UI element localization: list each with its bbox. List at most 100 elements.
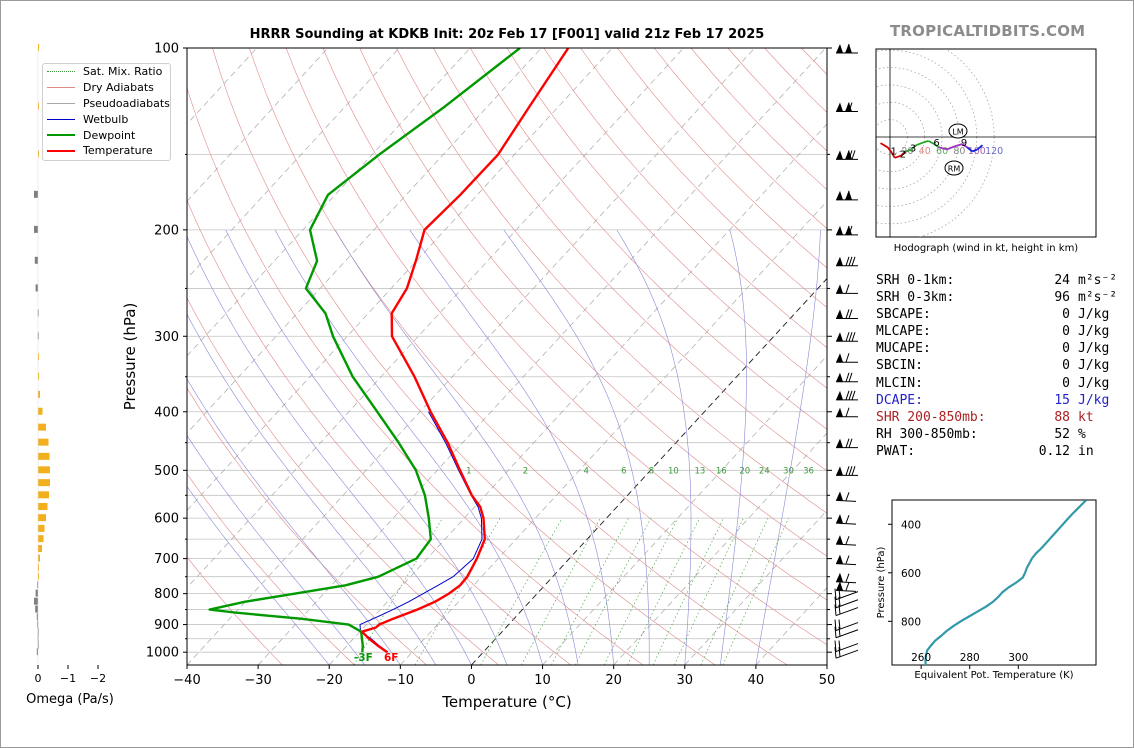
mixing-ratio-line <box>627 518 700 665</box>
hodograph-height-label: 2 <box>900 150 906 161</box>
wind-barb <box>834 626 859 639</box>
wind-barb <box>835 514 857 525</box>
hodograph-trace-segment <box>905 148 912 153</box>
x-tick-label: 50 <box>819 673 836 688</box>
hodograph-trace-segment <box>900 150 907 157</box>
parameter-unit: J/kg <box>1078 324 1110 340</box>
wind-barb <box>834 604 859 617</box>
dry-adiabat-line <box>469 48 827 430</box>
omega-bar <box>38 524 45 532</box>
omega-bar <box>38 423 46 431</box>
legend-label: Wetbulb <box>83 112 129 126</box>
mixing-ratio-line <box>722 518 789 665</box>
theta-e-x-axis-label: Equivalent Pot. Temperature (K) <box>914 670 1073 681</box>
hodograph-ring-label: 80 <box>953 146 965 157</box>
parameter-row: MLCIN: 0 J/kg <box>876 375 1117 392</box>
omega-x-tick-label: 0 <box>35 672 42 685</box>
omega-bar <box>38 479 50 487</box>
hodograph-ring-label: 100 <box>968 146 986 157</box>
parameter-label: DCAPE: <box>876 392 923 408</box>
hodograph-trace-segment <box>886 146 893 154</box>
wind-barb <box>836 102 858 113</box>
y-tick-label: 1000 <box>146 646 179 661</box>
y-tick-label: 500 <box>154 464 179 479</box>
dry-adiabat-line <box>187 199 571 665</box>
y-tick-label: 700 <box>154 552 179 567</box>
chart-title: HRRR Sounding at KDKB Init: 20z Feb 17 [… <box>249 27 765 42</box>
hodograph-trace-segment <box>890 152 896 159</box>
theta-e-frame <box>891 499 1097 666</box>
legend-entry: Temperature <box>43 143 170 159</box>
parameter-label: MLCIN: <box>876 375 923 391</box>
hodograph-height-label: 1 <box>891 147 897 158</box>
omega-bar <box>38 390 40 398</box>
dry-adiabat-line <box>187 473 355 665</box>
parameter-unit: kt <box>1078 409 1094 425</box>
mixing-ratio-label: 2 <box>523 467 528 477</box>
parameter-row: MUCAPE: 0 J/kg <box>876 340 1117 357</box>
theta-e-contents <box>924 500 1088 665</box>
legend-entry: Dewpoint <box>43 127 170 143</box>
pseudoadiabat-line <box>225 229 508 665</box>
dry-adiabat-line <box>212 48 716 665</box>
hodograph-trace-segment <box>880 142 889 149</box>
hodograph-trace-segment <box>966 146 973 153</box>
hodograph-trace-segment <box>946 145 956 151</box>
parameter-label: SBCAPE: <box>876 307 931 323</box>
mixing-ratio-line <box>652 518 724 665</box>
wind-barb <box>836 190 858 201</box>
x-tick-label: −30 <box>244 673 271 688</box>
y-tick-label: 400 <box>154 405 179 420</box>
hodograph-contents: 2040608010012012369LMRM <box>876 49 1096 237</box>
hodograph-trace-segment <box>934 143 940 149</box>
omega-bar <box>37 641 39 649</box>
pseudoadiabat-line <box>274 229 543 665</box>
parameter-row: SRH 0-3km: 96 m²s⁻² <box>876 289 1117 306</box>
omega-axis-label: Omega (Pa/s) <box>26 692 114 707</box>
x-tick-label: 40 <box>748 673 765 688</box>
omega-bar <box>35 605 38 613</box>
mixing-ratio-label: 4 <box>584 467 589 477</box>
dry-adiabat-line <box>543 48 827 349</box>
y-tick-label: 800 <box>154 587 179 602</box>
wind-barb <box>834 647 859 659</box>
hodograph-trace-segment <box>928 140 935 145</box>
parameter-label: SBCIN: <box>876 358 923 374</box>
parameter-row: SHR 200-850mb: 88 kt <box>876 409 1117 426</box>
wind-barb <box>836 225 858 236</box>
omega-bar <box>36 613 38 621</box>
wind-barb <box>836 150 858 160</box>
omega-bar <box>38 514 46 522</box>
legend-label: Temperature <box>83 144 153 158</box>
hodograph-panel: 2040608010012012369LMRMHodograph (wind i… <box>875 48 1097 254</box>
wind-barb <box>836 332 858 342</box>
theta-e-x-tick-label: 280 <box>960 652 980 664</box>
hodograph-trace-segment <box>938 146 948 151</box>
omega-bar <box>38 44 39 51</box>
omega-bar <box>38 502 48 510</box>
theta-e-y-tick-label: 800 <box>901 616 921 628</box>
wind-barb <box>835 572 857 584</box>
parameter-label: SRH 0-1km: <box>876 273 955 288</box>
hodograph-trace-segment <box>971 148 978 153</box>
wind-barb <box>836 407 858 418</box>
hodograph-height-label: 9 <box>961 138 967 149</box>
mixing-ratio-line <box>414 518 501 665</box>
wind-barb <box>836 372 858 383</box>
y-tick-label: 200 <box>154 223 179 238</box>
parameter-label: MLCAPE: <box>876 324 931 340</box>
skewt-plot-frame <box>186 47 828 666</box>
hodograph-lm-label: LM <box>952 128 963 137</box>
hodograph-ring-label: 120 <box>985 146 1003 157</box>
omega-bar <box>38 372 39 380</box>
pseudoadiabat-line <box>503 229 650 665</box>
dry-adiabat-line <box>396 48 827 514</box>
hodograph-trace-segment <box>961 143 968 149</box>
dry-adiabat-line <box>187 297 499 665</box>
omega-bar <box>38 150 39 158</box>
dry-adiabat-line <box>285 48 827 646</box>
parameter-value: 52 <box>1054 426 1070 442</box>
dry-adiabat-line <box>580 48 827 308</box>
theta-e-x-tick-label: 260 <box>911 652 931 664</box>
